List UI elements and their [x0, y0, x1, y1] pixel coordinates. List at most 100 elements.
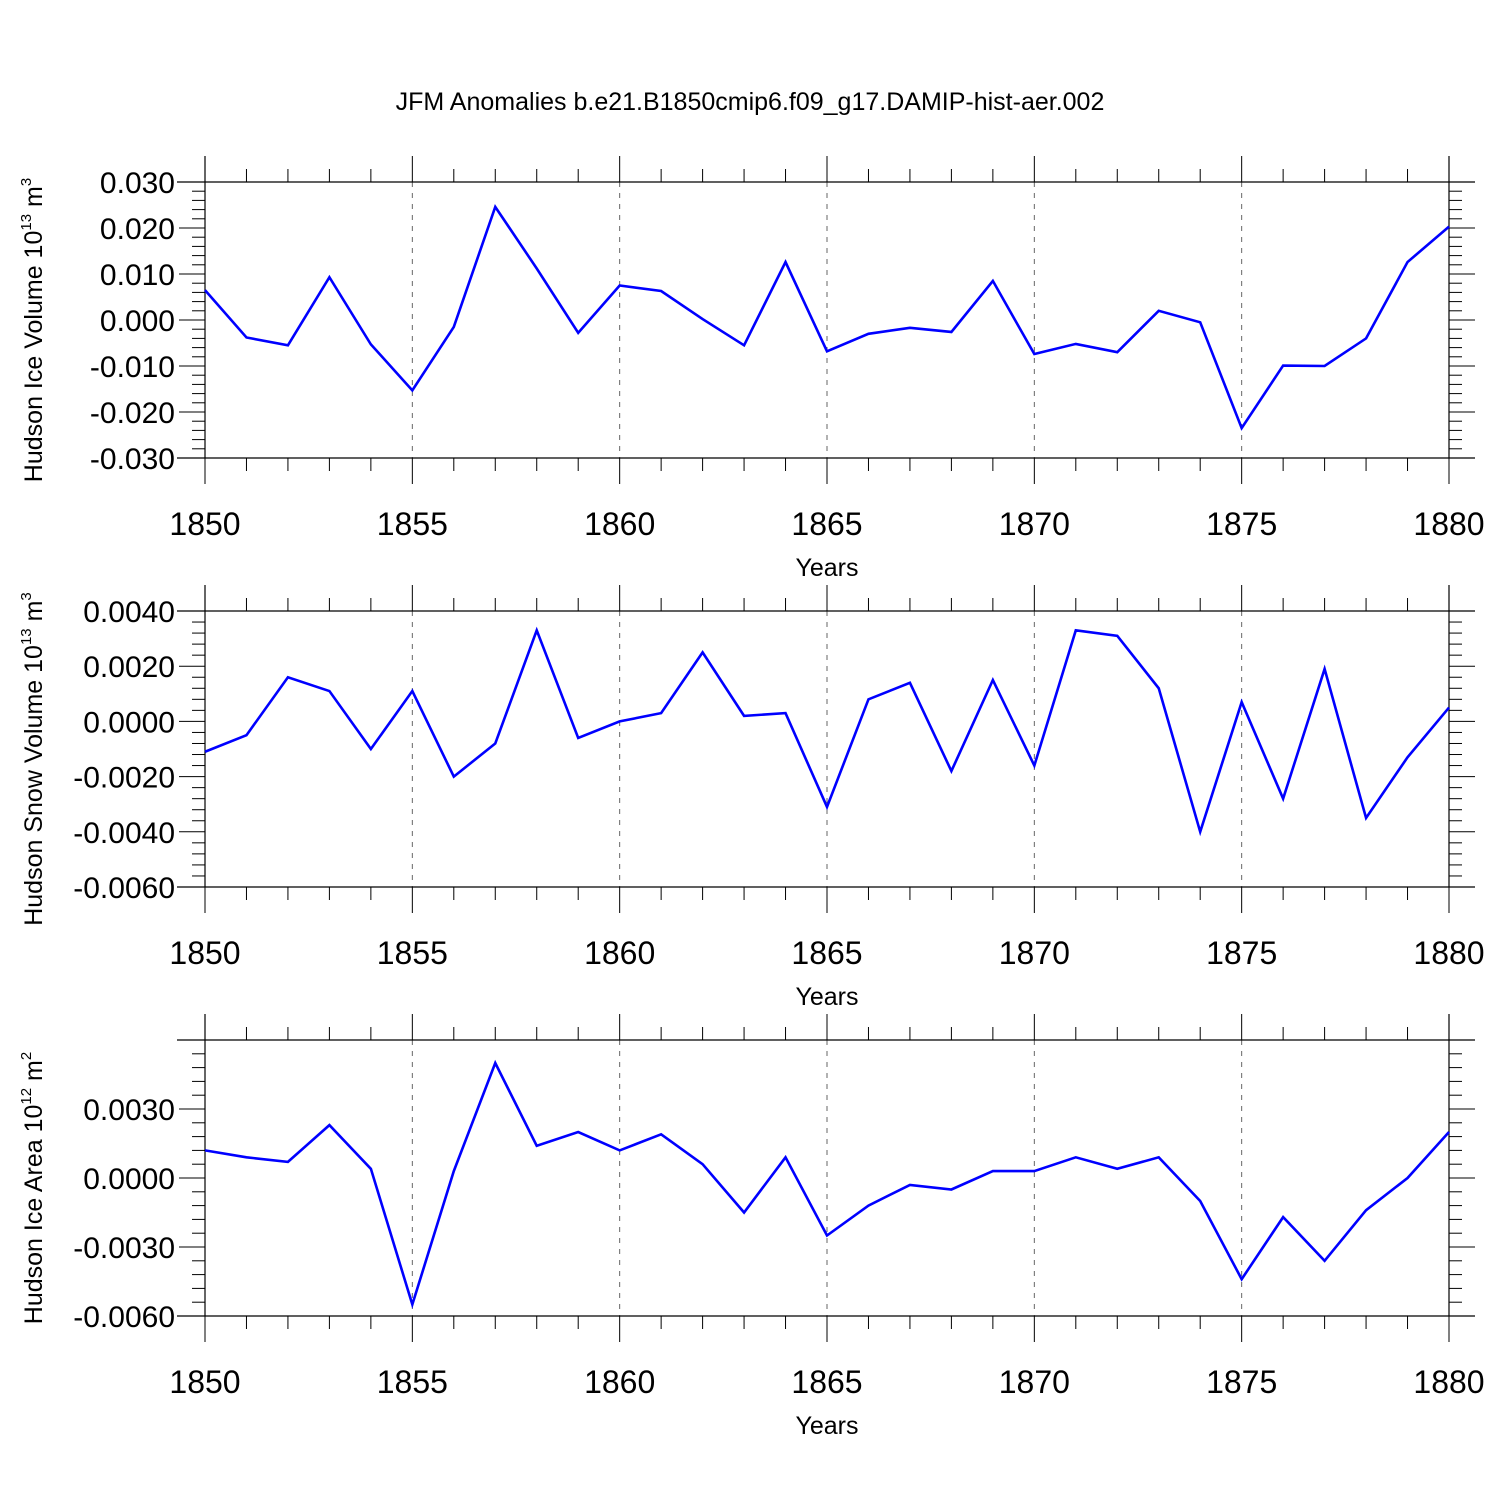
data-point — [867, 1204, 869, 1206]
data-point — [992, 280, 994, 282]
data-point — [328, 690, 330, 692]
x-tick-label: 1850 — [169, 506, 240, 542]
data-point — [743, 1211, 745, 1213]
x-tick-label: 1855 — [377, 506, 448, 542]
y-axis-label: Hudson Ice Area 1012 m2 — [18, 1052, 48, 1324]
data-point — [909, 1184, 911, 1186]
data-point — [536, 267, 538, 269]
data-point — [287, 344, 289, 346]
data-point — [1365, 337, 1367, 339]
data-point — [1365, 1209, 1367, 1211]
data-point — [1075, 629, 1077, 631]
y-tick-label: 0.0040 — [83, 596, 175, 629]
data-point — [1282, 1216, 1284, 1218]
data-point — [950, 770, 952, 772]
x-tick-label: 1880 — [1413, 506, 1484, 542]
data-point — [1158, 687, 1160, 689]
data-point — [826, 806, 828, 808]
x-tick-label: 1855 — [377, 935, 448, 971]
data-point — [950, 331, 952, 333]
y-tick-label: -0.020 — [90, 397, 175, 430]
x-tick-label: 1875 — [1206, 506, 1277, 542]
x-tick-label: 1850 — [169, 1364, 240, 1400]
x-tick-label: 1865 — [791, 1364, 862, 1400]
y-tick-label: 0.0030 — [83, 1094, 175, 1127]
x-tick-label: 1850 — [169, 935, 240, 971]
x-tick-label: 1870 — [999, 935, 1070, 971]
data-point — [1323, 1260, 1325, 1262]
data-point — [1406, 756, 1408, 758]
x-tick-label: 1875 — [1206, 1364, 1277, 1400]
data-point — [370, 748, 372, 750]
data-point — [577, 1131, 579, 1133]
data-point — [909, 327, 911, 329]
x-tick-label: 1860 — [584, 1364, 655, 1400]
data-point — [494, 1062, 496, 1064]
data-point — [577, 737, 579, 739]
data-point — [1199, 321, 1201, 323]
data-point — [660, 1133, 662, 1135]
data-point — [743, 715, 745, 717]
data-point — [1199, 1200, 1201, 1202]
data-point — [328, 276, 330, 278]
data-point — [660, 712, 662, 714]
data-point — [1158, 1156, 1160, 1158]
data-point — [1075, 1156, 1077, 1158]
data-point — [826, 1234, 828, 1236]
data-point — [1448, 706, 1450, 708]
y-tick-label: 0.020 — [100, 213, 175, 246]
y-tick-label: 0.010 — [100, 259, 175, 292]
panel-3: -0.0060 -0.0030 0.0000 0.0030 1850 1855 1860 18… — [18, 1014, 1485, 1440]
data-point — [453, 326, 455, 328]
data-point — [1116, 1168, 1118, 1170]
data-point — [1282, 797, 1284, 799]
data-point — [784, 261, 786, 263]
data-point — [411, 1303, 413, 1305]
y-axis-label: Hudson Ice Volume 1013 m3 — [18, 178, 48, 482]
data-point — [1033, 1170, 1035, 1172]
data-point — [784, 712, 786, 714]
x-tick-label: 1855 — [377, 1364, 448, 1400]
data-point — [370, 343, 372, 345]
data-point — [453, 1170, 455, 1172]
data-point — [204, 1149, 206, 1151]
data-point — [328, 1124, 330, 1126]
x-tick-label: 1860 — [584, 506, 655, 542]
data-point — [494, 206, 496, 208]
data-point — [453, 775, 455, 777]
data-point — [701, 1163, 703, 1165]
data-point — [245, 336, 247, 338]
data-point — [536, 1145, 538, 1147]
y-tick-label: 0.0000 — [83, 706, 175, 739]
y-tick-label: 0.000 — [100, 305, 175, 338]
x-tick-label: 1865 — [791, 506, 862, 542]
data-point — [743, 344, 745, 346]
data-point — [867, 333, 869, 335]
series-line — [204, 626, 1450, 837]
data-point — [536, 629, 538, 631]
data-point — [287, 676, 289, 678]
x-axis-label: Years — [795, 554, 858, 582]
panel-2: -0.0060 -0.0040 -0.0020 0.0000 0.0020 0.0040 1… — [18, 585, 1485, 1011]
data-point — [577, 332, 579, 334]
y-axis-label: Hudson Snow Volume 1013 m3 — [18, 592, 48, 926]
data-point — [909, 682, 911, 684]
data-point — [1240, 1278, 1242, 1280]
series-line — [204, 1059, 1450, 1309]
data-point — [204, 289, 206, 291]
data-point — [1323, 668, 1325, 670]
y-tick-label: -0.010 — [90, 351, 175, 384]
data-point — [1240, 701, 1242, 703]
data-point — [245, 734, 247, 736]
y-tick-label: -0.0060 — [73, 872, 175, 905]
x-axis-label: Years — [795, 1412, 858, 1440]
data-point — [701, 651, 703, 653]
data-point — [287, 1161, 289, 1163]
x-tick-label: 1880 — [1413, 935, 1484, 971]
data-point — [1199, 831, 1201, 833]
y-tick-label: -0.0020 — [73, 762, 175, 795]
y-tick-label: 0.0000 — [83, 1163, 175, 1196]
data-point — [411, 389, 413, 391]
data-point — [1406, 1177, 1408, 1179]
